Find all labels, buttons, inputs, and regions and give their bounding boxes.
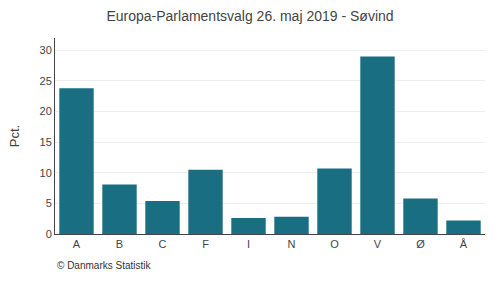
svg-text:O: O: [330, 238, 339, 250]
svg-text:Ø: Ø: [416, 238, 425, 250]
svg-text:20: 20: [40, 105, 52, 117]
svg-text:Europa-Parlamentsvalg 26. maj: Europa-Parlamentsvalg 26. maj 2019 - Søv…: [106, 8, 393, 24]
svg-text:30: 30: [40, 44, 52, 56]
svg-text:Pct.: Pct.: [7, 125, 22, 147]
svg-text:15: 15: [40, 136, 52, 148]
svg-text:25: 25: [40, 75, 52, 87]
svg-text:F: F: [202, 238, 209, 250]
svg-text:Å: Å: [460, 238, 468, 250]
svg-text:A: A: [73, 238, 81, 250]
svg-text:B: B: [116, 238, 123, 250]
svg-text:V: V: [374, 238, 382, 250]
svg-text:0: 0: [46, 228, 52, 240]
svg-text:5: 5: [46, 197, 52, 209]
svg-text:C: C: [159, 238, 167, 250]
svg-text:© Danmarks Statistik: © Danmarks Statistik: [57, 260, 152, 271]
svg-text:I: I: [247, 238, 250, 250]
svg-text:10: 10: [40, 167, 52, 179]
svg-text:N: N: [288, 238, 296, 250]
